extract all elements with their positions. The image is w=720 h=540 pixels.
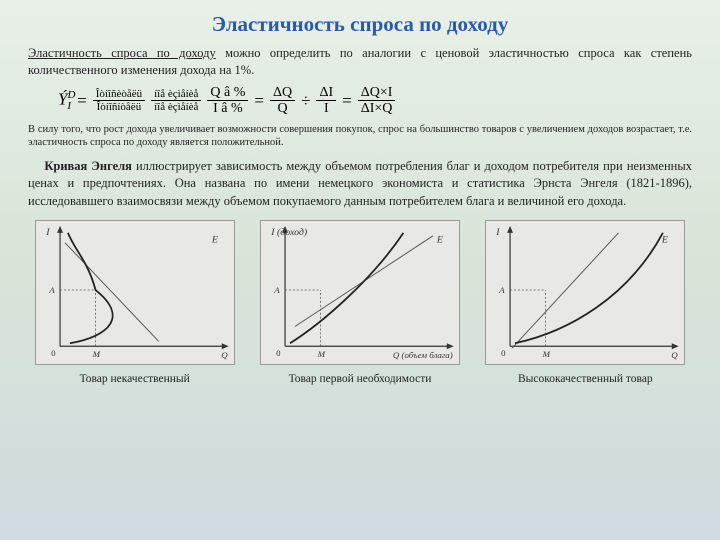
chart-col-1: I (доход) Q (объем блага) 0 A M E Товар … — [253, 220, 466, 385]
frac4-num: ΔQ — [270, 85, 295, 101]
svg-text:0: 0 — [276, 348, 281, 358]
svg-text:M: M — [542, 349, 551, 359]
svg-text:A: A — [273, 285, 280, 295]
frac3-num: Q â % — [207, 85, 248, 101]
frac2-num: íîå èçìåíèå — [151, 88, 201, 101]
page-title: Эластичность спроса по доходу — [28, 12, 692, 37]
chart-2: I Q 0 A M E — [485, 220, 685, 365]
frac1-den: Îòíîñíòåëü — [94, 101, 145, 113]
svg-text:I: I — [45, 227, 50, 238]
chart-0: I Q 0 A M E — [35, 220, 235, 365]
chart-1: I (доход) Q (объем блага) 0 A M E — [260, 220, 460, 365]
caption-1: Товар первой необходимости — [289, 373, 432, 385]
svg-text:I: I — [496, 227, 501, 238]
svg-text:E: E — [211, 235, 218, 246]
intro-underlined: Эластичность спроса по доходу — [28, 46, 216, 60]
svg-text:A: A — [499, 285, 506, 295]
svg-text:I (доход): I (доход) — [270, 227, 307, 238]
svg-text:Q: Q — [221, 350, 228, 360]
svg-text:0: 0 — [51, 348, 56, 358]
formula-sub: I — [67, 100, 71, 112]
frac-di: ΔI I — [316, 85, 336, 117]
caption-0: Товар некачественный — [80, 373, 190, 385]
svg-text:E: E — [661, 235, 668, 246]
note-paragraph: В силу того, что рост дохода увеличивает… — [28, 123, 692, 150]
frac-words1: Îòíîñèòåëü Îòíîñíòåëü — [93, 88, 145, 113]
svg-text:M: M — [317, 349, 326, 359]
frac1-num: Îòíîñèòåëü — [93, 88, 145, 101]
engel-paragraph: Кривая Энгеля иллюстрирует зависимость м… — [28, 158, 692, 211]
svg-text:E: E — [436, 235, 443, 246]
svg-text:M: M — [91, 349, 100, 359]
eq3: = — [342, 91, 352, 111]
svg-text:0: 0 — [501, 348, 506, 358]
engel-bold: Кривая Энгеля — [44, 159, 132, 173]
frac6-num: ΔQ×I — [358, 85, 396, 101]
frac-dq: ΔQ Q — [270, 85, 295, 117]
formula: ÝDI = Îòíîñèòåëü Îòíîñíòåëü íîå èçìåíèå … — [58, 85, 692, 117]
frac4-den: Q — [275, 101, 291, 116]
caption-2: Высококачественный товар — [518, 373, 653, 385]
frac5-den: I — [321, 101, 332, 116]
eq2: = — [254, 91, 264, 111]
svg-text:Q (объем блага): Q (объем блага) — [393, 350, 453, 360]
charts-row: I Q 0 A M E Товар некачественный I (дохо… — [28, 220, 692, 385]
chart-col-0: I Q 0 A M E Товар некачественный — [28, 220, 241, 385]
frac2-den: íîå èçìåíèå — [151, 101, 201, 113]
svg-text:A: A — [48, 285, 55, 295]
eq1: = — [77, 91, 87, 111]
frac5-num: ΔI — [316, 85, 336, 101]
svg-text:Q: Q — [672, 350, 679, 360]
frac-final: ΔQ×I ΔI×Q — [358, 85, 396, 117]
frac3-den: I â % — [210, 101, 246, 116]
frac-words2: íîå èçìåíèå íîå èçìåíèå — [151, 88, 201, 113]
divide: ÷ — [301, 91, 310, 111]
chart-col-2: I Q 0 A M E Высококачественный товар — [479, 220, 692, 385]
frac6-den: ΔI×Q — [358, 101, 396, 116]
intro-paragraph: Эластичность спроса по доходу можно опре… — [28, 45, 692, 79]
frac-percent: Q â % I â % — [207, 85, 248, 117]
